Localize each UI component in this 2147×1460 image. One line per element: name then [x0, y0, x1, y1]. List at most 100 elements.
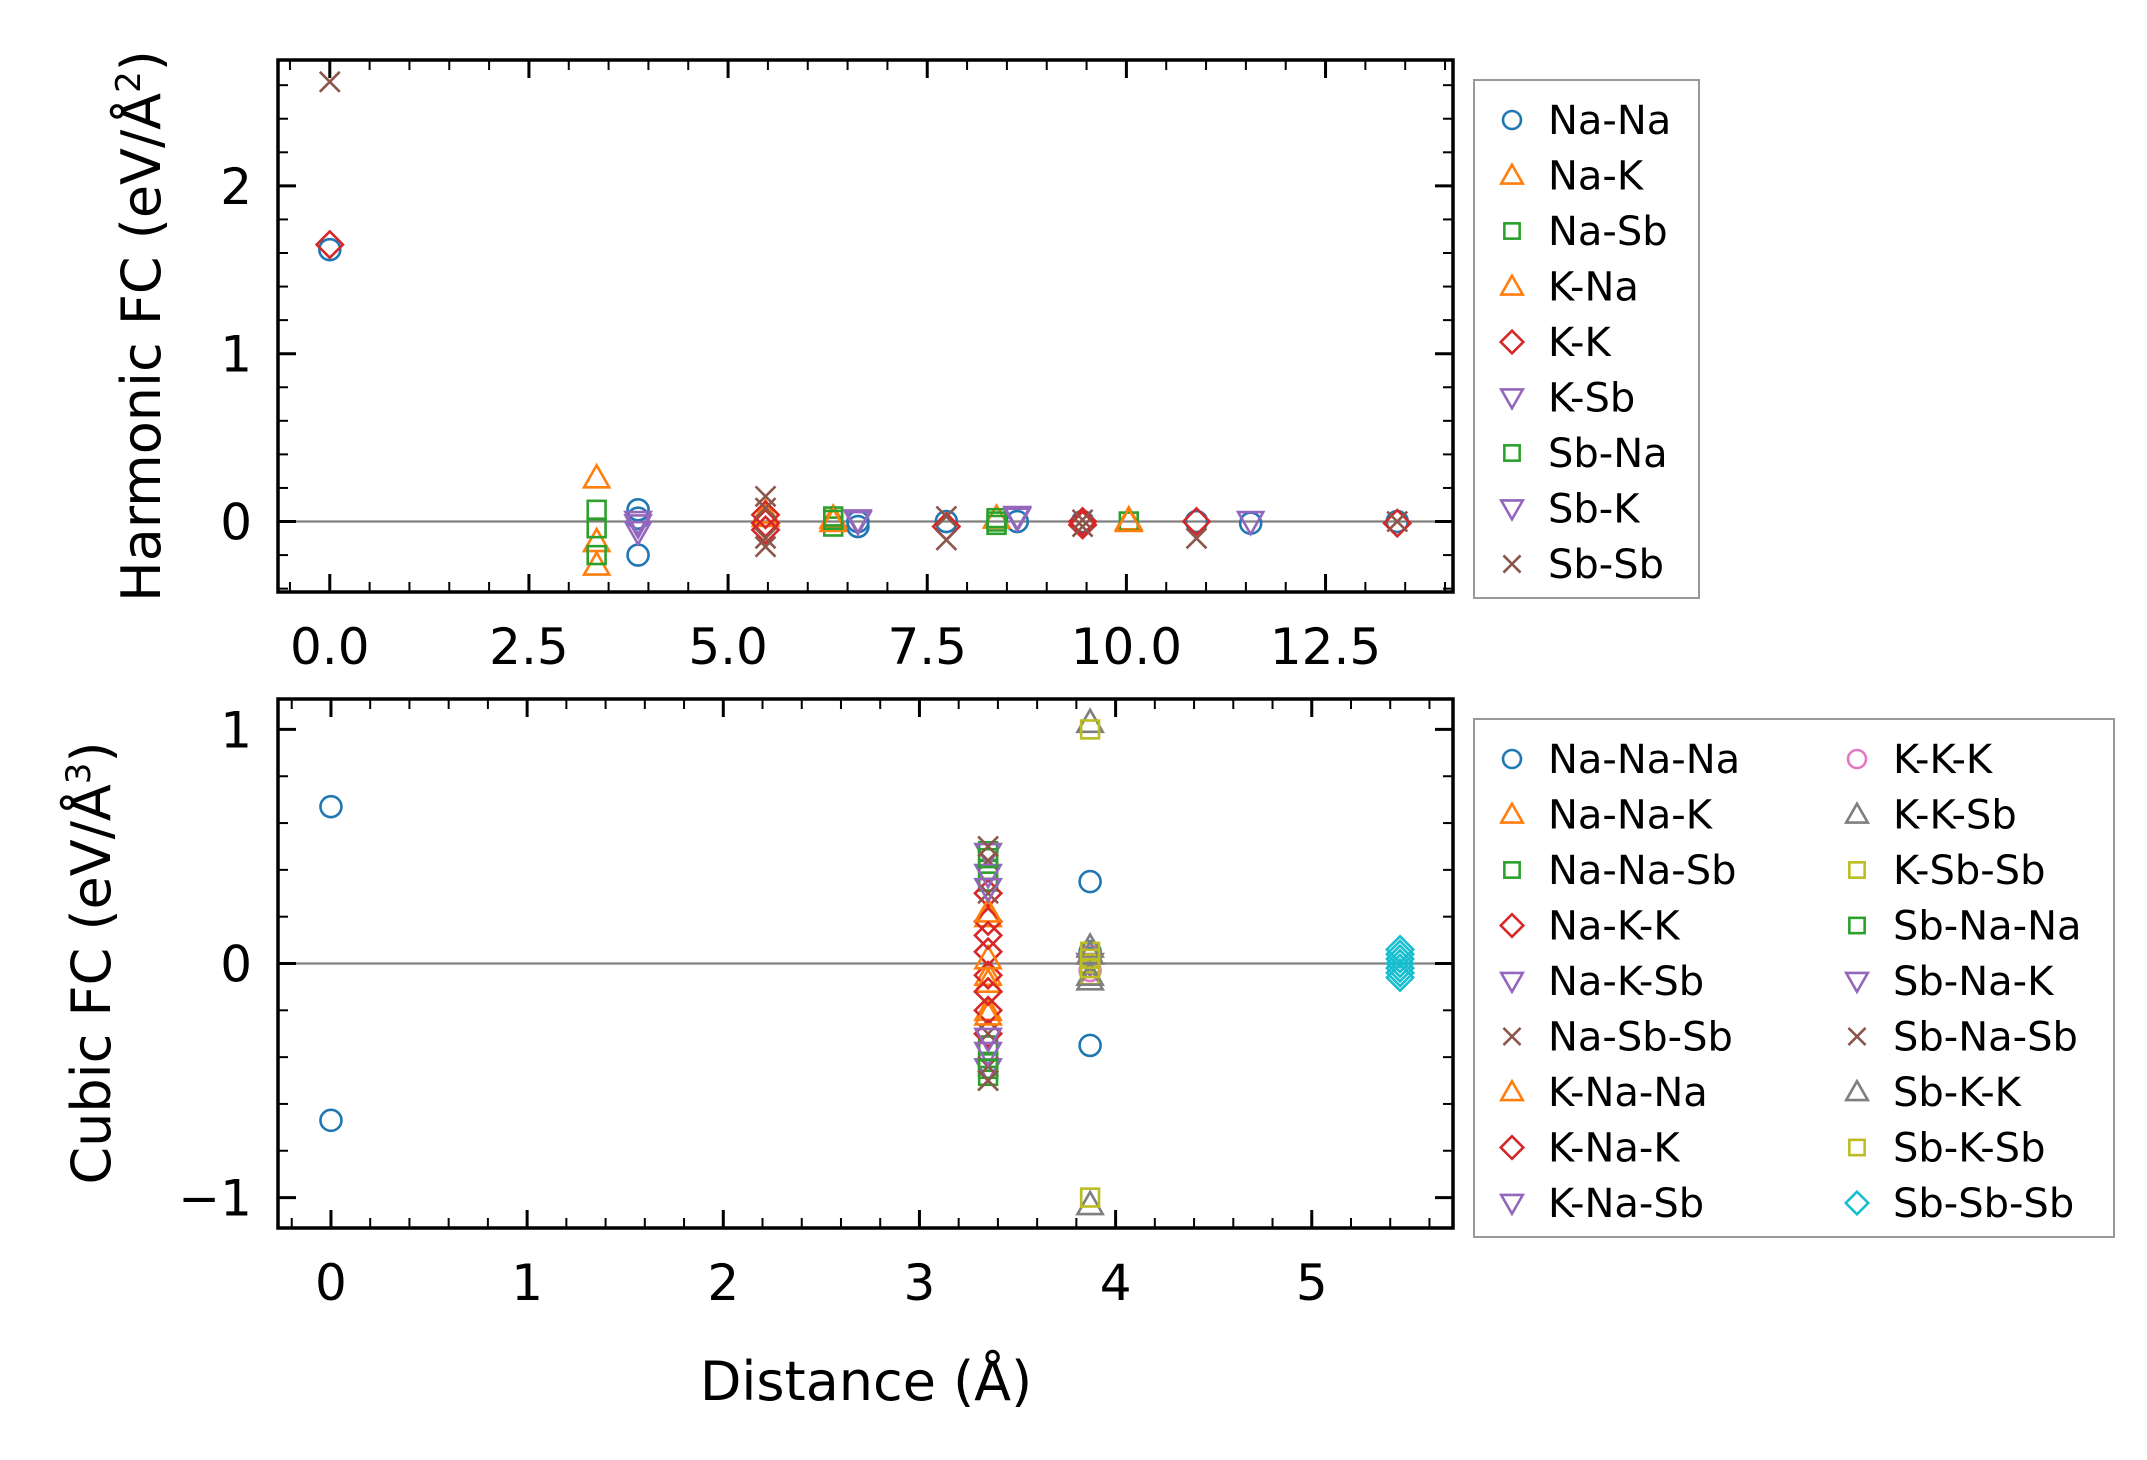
legend-marker-na-k	[1498, 162, 1526, 185]
legend-label: Sb-Na	[1548, 431, 1668, 477]
series-na-k	[581, 462, 1144, 576]
harmonic-ticks: 0.0 2.5 5.0 7.5 10.0 12.5 0 1 2	[220, 60, 1453, 676]
legend-label: Sb-K	[1548, 487, 1641, 533]
point-sb-na-sb	[977, 835, 999, 858]
x-tick-label: 7.5	[887, 618, 967, 676]
x-tick-label: 3	[904, 1254, 936, 1312]
legend-item-sb-na: Sb-Na	[1503, 431, 1668, 477]
series-sb-na-k	[973, 877, 1003, 1054]
legend-label: Sb-Na-Sb	[1893, 1015, 2078, 1061]
point-na-na	[626, 497, 650, 522]
point-sb-k-k	[1075, 959, 1105, 986]
point-na-na-na	[319, 794, 343, 819]
legend-item-na-na-na: Na-Na-Na	[1501, 737, 1740, 783]
point-k-k	[1382, 508, 1413, 539]
point-sb-k-sb	[1079, 957, 1101, 979]
point-k-na	[818, 506, 849, 533]
point-sb-k-k	[1075, 938, 1105, 965]
legend-label: Sb-Sb	[1548, 542, 1664, 588]
legend-marker-na-na-k	[1498, 801, 1526, 824]
legend-label: Na-Na-Sb	[1548, 848, 1737, 894]
x-tick-label: 5	[1296, 1254, 1328, 1312]
point-sb-sb	[1185, 527, 1208, 550]
legend-label: Na-K	[1548, 154, 1645, 200]
cubic-axes-frame	[276, 697, 1455, 1230]
cubic-panel: 0 1 2 3 4 5 −1 0 1 Cubic FC (eV/Å3) Distance (Å)…	[59, 697, 2115, 1413]
point-na-k-k	[973, 936, 1004, 967]
point-na-na-sb	[977, 871, 999, 892]
legend-item-na-sb-sb: Na-Sb-Sb	[1502, 1015, 1733, 1061]
legend-label: K-Sb	[1548, 376, 1635, 422]
legend-item-na-k-k: Na-K-K	[1498, 904, 1681, 950]
legend-marker-k-k-k	[1846, 748, 1868, 770]
legend-marker-sb-k-k	[1843, 1078, 1871, 1102]
harmonic-points	[314, 70, 1413, 576]
point-k-sb-sb	[1079, 719, 1101, 740]
harmonic-panel: 0.0 2.5 5.0 7.5 10.0 12.5 0 1 2 Harmonic FC (eV/…	[109, 50, 1700, 676]
point-sb-sb	[935, 505, 958, 528]
point-na-sb	[586, 544, 607, 566]
legend-marker-na-na-sb	[1503, 861, 1521, 879]
point-k-k	[750, 508, 781, 539]
series-sb-na-na	[977, 847, 999, 1080]
legend-item-na-na-k: Na-Na-K	[1498, 793, 1714, 839]
x-tick-label: 1	[511, 1254, 543, 1312]
legend-label: K-K-K	[1893, 737, 1994, 783]
legend-item-na-k: Na-K	[1498, 154, 1645, 200]
legend-label: Na-Na-K	[1548, 793, 1714, 839]
legend-label: K-Na-Sb	[1548, 1181, 1704, 1227]
series-sb-sb-sb	[1385, 934, 1416, 993]
series-sb-na	[823, 509, 1007, 532]
point-k-na	[1113, 506, 1144, 533]
point-k-na	[750, 497, 781, 524]
y-tick-label: 2	[220, 158, 252, 216]
legend-marker-k-k	[1498, 328, 1526, 356]
legend-marker-sb-k	[1498, 499, 1526, 522]
legend-marker-sb-na-k	[1843, 971, 1871, 995]
legend-item-sb-na-sb: Sb-Na-Sb	[1847, 1015, 2078, 1061]
legend-item-k-sb: K-Sb	[1498, 376, 1635, 422]
legend-item-sb-k-sb: Sb-K-Sb	[1848, 1126, 2045, 1172]
point-sb-na	[823, 509, 844, 531]
y-tick-label: 0	[220, 936, 252, 994]
point-na-sb-sb	[977, 882, 999, 905]
point-na-na	[1184, 509, 1209, 534]
point-k-k	[750, 514, 781, 545]
legend-marker-sb-na	[1503, 444, 1521, 462]
legend-marker-k-na-na	[1498, 1078, 1526, 1102]
point-k-k-sb	[1075, 1189, 1105, 1216]
series-k-na-sb	[973, 863, 1003, 1068]
point-sb-sb	[1071, 515, 1094, 538]
cubic-x-axis-label: Distance (Å)	[700, 1349, 1032, 1413]
series-na-na	[317, 237, 1410, 567]
x-tick-label: 12.5	[1270, 618, 1381, 676]
legend-item-k-k-sb: K-K-Sb	[1843, 793, 2017, 839]
point-na-na-sb	[977, 1035, 999, 1056]
series-sb-k-k	[1075, 938, 1105, 986]
legend-item-k-na-sb: K-Na-Sb	[1498, 1181, 1704, 1227]
legend-label: K-K-Sb	[1893, 793, 2017, 839]
y-tick-label: 0	[220, 494, 252, 552]
point-k-sb	[623, 514, 653, 541]
point-sb-na-sb	[977, 1069, 999, 1092]
x-tick-label: 0	[315, 1254, 347, 1312]
point-sb-k	[623, 510, 653, 537]
legend-marker-sb-k-sb	[1848, 1138, 1866, 1157]
point-sb-sb	[1071, 508, 1094, 531]
legend-label: K-K	[1548, 320, 1612, 366]
legend-item-na-na-sb: Na-Na-Sb	[1503, 848, 1737, 894]
legend-item-k-na: K-Na	[1498, 265, 1639, 311]
cubic-y-axis-label: Cubic FC (eV/Å3)	[59, 741, 123, 1184]
point-na-na	[317, 237, 342, 262]
cubic-legend-frame	[1473, 718, 2115, 1238]
legend-marker-k-na	[1498, 273, 1526, 296]
legend-label: Na-Na	[1548, 98, 1671, 144]
legend-item-sb-sb: Sb-Sb	[1502, 542, 1664, 588]
legend-item-na-na: Na-Na	[1501, 98, 1671, 144]
legend-marker-sb-sb-sb	[1843, 1189, 1871, 1217]
point-na-k-k	[973, 960, 1004, 991]
legend-label: K-Na-Na	[1548, 1070, 1708, 1116]
point-sb-na-k	[973, 1027, 1003, 1054]
legend-label: Sb-Sb-Sb	[1893, 1181, 2074, 1227]
series-sb-sb	[318, 70, 1409, 558]
